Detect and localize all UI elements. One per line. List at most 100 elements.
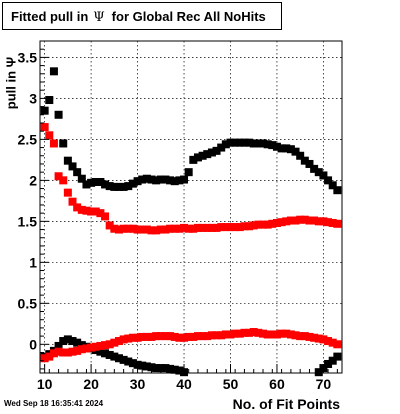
data-point-series-3 <box>73 338 82 347</box>
plot-frame <box>39 40 343 374</box>
data-point-series-2 <box>184 224 193 233</box>
data-point-series-1 <box>272 142 281 151</box>
data-point-series-3 <box>96 347 105 356</box>
data-point-series-2 <box>105 221 114 230</box>
data-point-series-4 <box>189 332 198 341</box>
data-point-series-4 <box>305 332 314 341</box>
data-point-series-4 <box>59 348 68 357</box>
data-point-series-2 <box>101 212 110 221</box>
data-point-series-1 <box>45 96 54 105</box>
data-point-series-4 <box>77 345 86 354</box>
data-point-series-4 <box>82 344 91 353</box>
data-point-series-4 <box>142 332 151 341</box>
data-point-series-4 <box>101 341 110 350</box>
data-point-series-4 <box>198 332 207 341</box>
x-axis: 10 20 30 40 50 60 70 <box>37 364 338 392</box>
data-point-series-1 <box>231 138 240 147</box>
data-point-series-4 <box>268 330 277 339</box>
title-prefix: Fitted pull in <box>11 9 89 24</box>
data-point-series-1 <box>235 138 244 147</box>
y-tick-label: 3.5 <box>18 49 38 65</box>
data-point-series-1 <box>40 106 49 115</box>
data-point-series-4 <box>133 333 142 342</box>
data-point-series-4 <box>203 332 212 341</box>
data-point-series-2 <box>180 223 189 232</box>
data-point-series-1 <box>263 140 272 149</box>
data-point-series-3 <box>54 341 63 350</box>
data-point-series-4 <box>259 329 268 338</box>
data-point-series-1 <box>254 139 263 148</box>
data-point-series-4 <box>87 343 96 352</box>
data-point-series-1 <box>91 177 100 186</box>
y-tick-label: 0.5 <box>18 295 38 311</box>
data-point-series-1 <box>124 182 133 191</box>
data-point-series-3 <box>333 352 342 361</box>
data-point-series-1 <box>133 177 142 186</box>
data-point-series-1 <box>175 176 184 185</box>
data-point-series-4 <box>282 329 291 338</box>
data-point-series-3 <box>124 357 133 366</box>
data-point-series-2 <box>217 223 226 232</box>
data-point-series-1 <box>277 144 286 153</box>
data-points <box>40 67 342 377</box>
data-point-series-1 <box>305 159 314 168</box>
x-tick-label: 70 <box>316 376 332 392</box>
data-point-series-2 <box>133 225 142 234</box>
grid-lines <box>40 41 342 373</box>
data-point-series-1 <box>328 181 337 190</box>
data-point-series-4 <box>161 332 170 341</box>
data-point-series-4 <box>286 330 295 339</box>
data-point-series-1 <box>296 151 305 160</box>
data-point-series-2 <box>63 188 72 197</box>
timestamp: Wed Sep 18 16:35:41 2024 <box>4 399 104 408</box>
data-point-series-4 <box>91 342 100 351</box>
data-point-series-2 <box>161 225 170 234</box>
data-point-series-4 <box>63 348 72 357</box>
data-point-series-4 <box>314 334 323 343</box>
data-point-series-3 <box>68 337 77 346</box>
data-point-series-4 <box>296 332 305 341</box>
data-point-series-1 <box>128 179 137 188</box>
data-point-series-2 <box>110 224 119 233</box>
data-point-series-4 <box>152 332 161 341</box>
data-point-series-1 <box>152 176 161 185</box>
data-point-series-1 <box>203 150 212 159</box>
data-point-series-2 <box>240 222 249 231</box>
data-point-series-4 <box>291 331 300 340</box>
y-axis-label: pull in Ψ <box>3 56 19 110</box>
data-point-series-2 <box>124 224 133 233</box>
data-point-series-2 <box>68 197 77 206</box>
data-point-series-1 <box>119 182 128 191</box>
data-point-series-2 <box>291 216 300 225</box>
data-point-series-1 <box>59 139 68 148</box>
data-point-series-2 <box>235 223 244 232</box>
data-point-series-2 <box>296 215 305 224</box>
y-tick-label: 1 <box>29 254 37 270</box>
data-point-series-4 <box>170 332 179 341</box>
data-point-series-4 <box>96 341 105 350</box>
data-point-series-1 <box>249 139 258 148</box>
data-point-series-2 <box>226 223 235 232</box>
data-point-series-2 <box>249 221 258 230</box>
data-point-series-1 <box>310 164 319 173</box>
x-tick-label: 40 <box>176 376 192 392</box>
x-tick-label: 30 <box>130 376 146 392</box>
data-point-series-2 <box>254 220 263 229</box>
data-point-series-4 <box>124 334 133 343</box>
data-point-series-3 <box>119 355 128 364</box>
x-tick-label: 10 <box>37 376 53 392</box>
data-point-series-3 <box>59 337 68 346</box>
data-point-series-4 <box>49 349 58 358</box>
data-point-series-2 <box>119 224 128 233</box>
data-point-series-3 <box>105 350 114 359</box>
data-point-series-1 <box>147 175 156 184</box>
data-point-series-1 <box>180 175 189 184</box>
data-point-series-1 <box>268 141 277 150</box>
data-point-series-1 <box>110 182 119 191</box>
title-psi-symbol: Ψ <box>93 10 105 25</box>
title-suffix: for Global Rec All NoHits <box>111 9 266 24</box>
data-point-series-2 <box>40 123 49 132</box>
data-point-series-4 <box>245 328 254 337</box>
data-point-series-4 <box>310 333 319 342</box>
